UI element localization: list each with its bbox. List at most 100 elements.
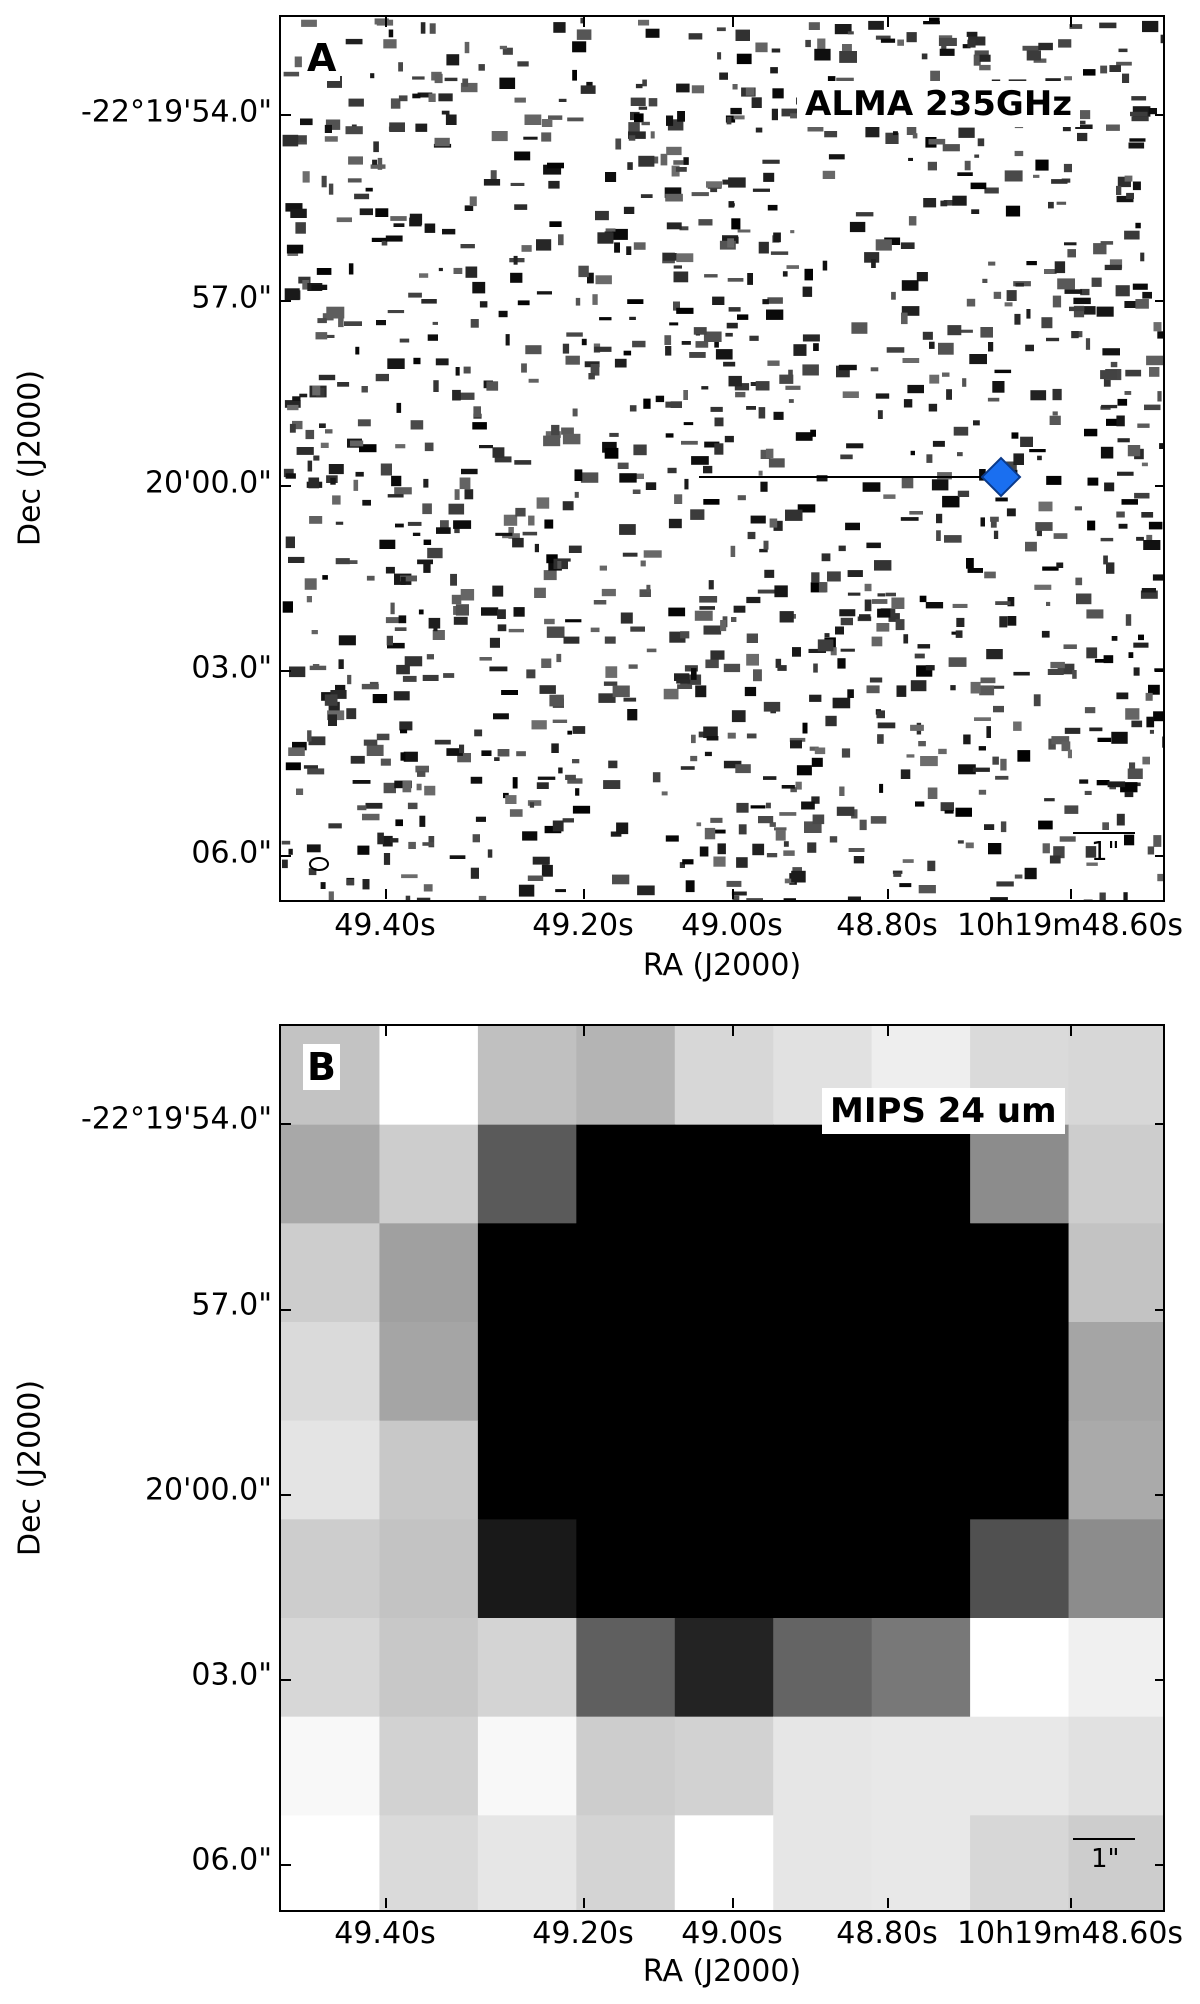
noise-speckle <box>736 857 748 868</box>
noise-speckle <box>720 620 727 632</box>
noise-speckle <box>1004 302 1013 307</box>
noise-speckle <box>301 19 317 27</box>
noise-speckle <box>762 299 769 305</box>
noise-speckle <box>929 17 940 23</box>
noise-speckle <box>614 358 627 368</box>
noise-speckle <box>1077 132 1088 142</box>
axis-tick <box>1070 1026 1072 1036</box>
image-pixel <box>576 1618 676 1718</box>
noise-speckle <box>1149 729 1154 734</box>
x-tick-label: 49.20s <box>532 908 634 943</box>
noise-speckle <box>717 52 722 60</box>
noise-speckle <box>909 511 923 515</box>
noise-speckle <box>825 715 837 727</box>
noise-speckle <box>638 155 655 167</box>
noise-speckle <box>469 196 477 207</box>
noise-speckle <box>283 468 294 478</box>
noise-speckle <box>859 614 871 620</box>
noise-speckle <box>316 388 325 398</box>
noise-speckle <box>684 478 689 490</box>
noise-speckle <box>412 76 425 80</box>
noise-speckle <box>901 312 908 325</box>
noise-speckle <box>665 433 674 438</box>
noise-speckle <box>320 882 326 889</box>
x-tick-label: 49.00s <box>681 908 783 943</box>
noise-speckle <box>723 760 742 769</box>
noise-speckle <box>489 637 500 648</box>
noise-speckle <box>295 222 306 234</box>
noise-speckle <box>746 406 756 410</box>
noise-speckle <box>541 864 553 877</box>
y-tick-label: 57.0" <box>191 1287 272 1323</box>
noise-speckle <box>528 378 539 383</box>
noise-speckle <box>536 497 550 509</box>
noise-speckle <box>1102 822 1109 830</box>
noise-speckle <box>324 124 332 133</box>
noise-speckle <box>418 609 424 615</box>
noise-speckle <box>288 747 305 756</box>
noise-speckle <box>714 417 724 427</box>
noise-speckle <box>572 759 580 764</box>
noise-speckle <box>645 482 657 490</box>
noise-speckle <box>1046 475 1062 485</box>
noise-speckle <box>895 619 905 631</box>
noise-speckle <box>972 767 990 772</box>
noise-speckle <box>455 604 469 616</box>
noise-speckle <box>478 895 487 900</box>
image-pixel <box>674 1223 774 1323</box>
noise-speckle <box>796 765 812 776</box>
noise-speckle <box>712 296 725 305</box>
noise-speckle <box>988 261 996 266</box>
noise-speckle <box>534 587 546 598</box>
noise-speckle <box>387 642 405 649</box>
noise-speckle <box>442 228 456 235</box>
noise-speckle <box>1074 506 1082 511</box>
noise-speckle <box>793 344 807 356</box>
noise-speckle <box>510 272 523 283</box>
noise-speckle <box>755 381 770 391</box>
noise-speckle <box>1036 528 1042 537</box>
noise-speckle <box>435 358 449 366</box>
noise-speckle <box>714 443 724 455</box>
noise-speckle <box>374 18 389 25</box>
noise-speckle <box>285 203 303 212</box>
noise-speckle <box>1063 644 1077 649</box>
noise-speckle <box>565 355 580 365</box>
noise-speckle <box>327 76 342 88</box>
noise-speckle <box>1143 540 1161 550</box>
noise-speckle <box>386 635 393 646</box>
noise-speckle <box>452 389 461 401</box>
noise-speckle <box>744 686 757 697</box>
noise-speckle <box>1053 533 1068 539</box>
noise-speckle <box>870 816 887 824</box>
noise-speckle <box>565 619 582 623</box>
noise-speckle <box>332 495 341 505</box>
image-pixel <box>871 1124 971 1224</box>
noise-speckle <box>1100 241 1114 245</box>
noise-speckle <box>830 647 837 656</box>
noise-speckle <box>955 630 963 638</box>
noise-speckle <box>691 192 709 197</box>
noise-speckle <box>572 408 578 417</box>
noise-speckle <box>665 835 679 842</box>
noise-speckle <box>604 636 616 644</box>
noise-speckle <box>746 596 761 604</box>
noise-speckle <box>705 659 719 669</box>
noise-speckle <box>836 806 855 816</box>
noise-speckle <box>956 617 965 627</box>
noise-speckle <box>938 342 954 355</box>
noise-speckle <box>555 889 566 893</box>
noise-speckle <box>1052 388 1062 401</box>
noise-speckle <box>691 85 705 94</box>
noise-speckle <box>758 241 769 254</box>
noise-speckle <box>785 385 801 390</box>
noise-speckle <box>979 64 991 71</box>
noise-speckle <box>623 697 637 702</box>
noise-speckle <box>940 802 954 812</box>
noise-speckle <box>681 341 691 345</box>
axis-tick <box>1070 889 1072 899</box>
noise-speckle <box>893 131 898 136</box>
noise-speckle <box>853 856 865 864</box>
noise-speckle <box>648 98 658 107</box>
image-pixel <box>281 1420 380 1520</box>
